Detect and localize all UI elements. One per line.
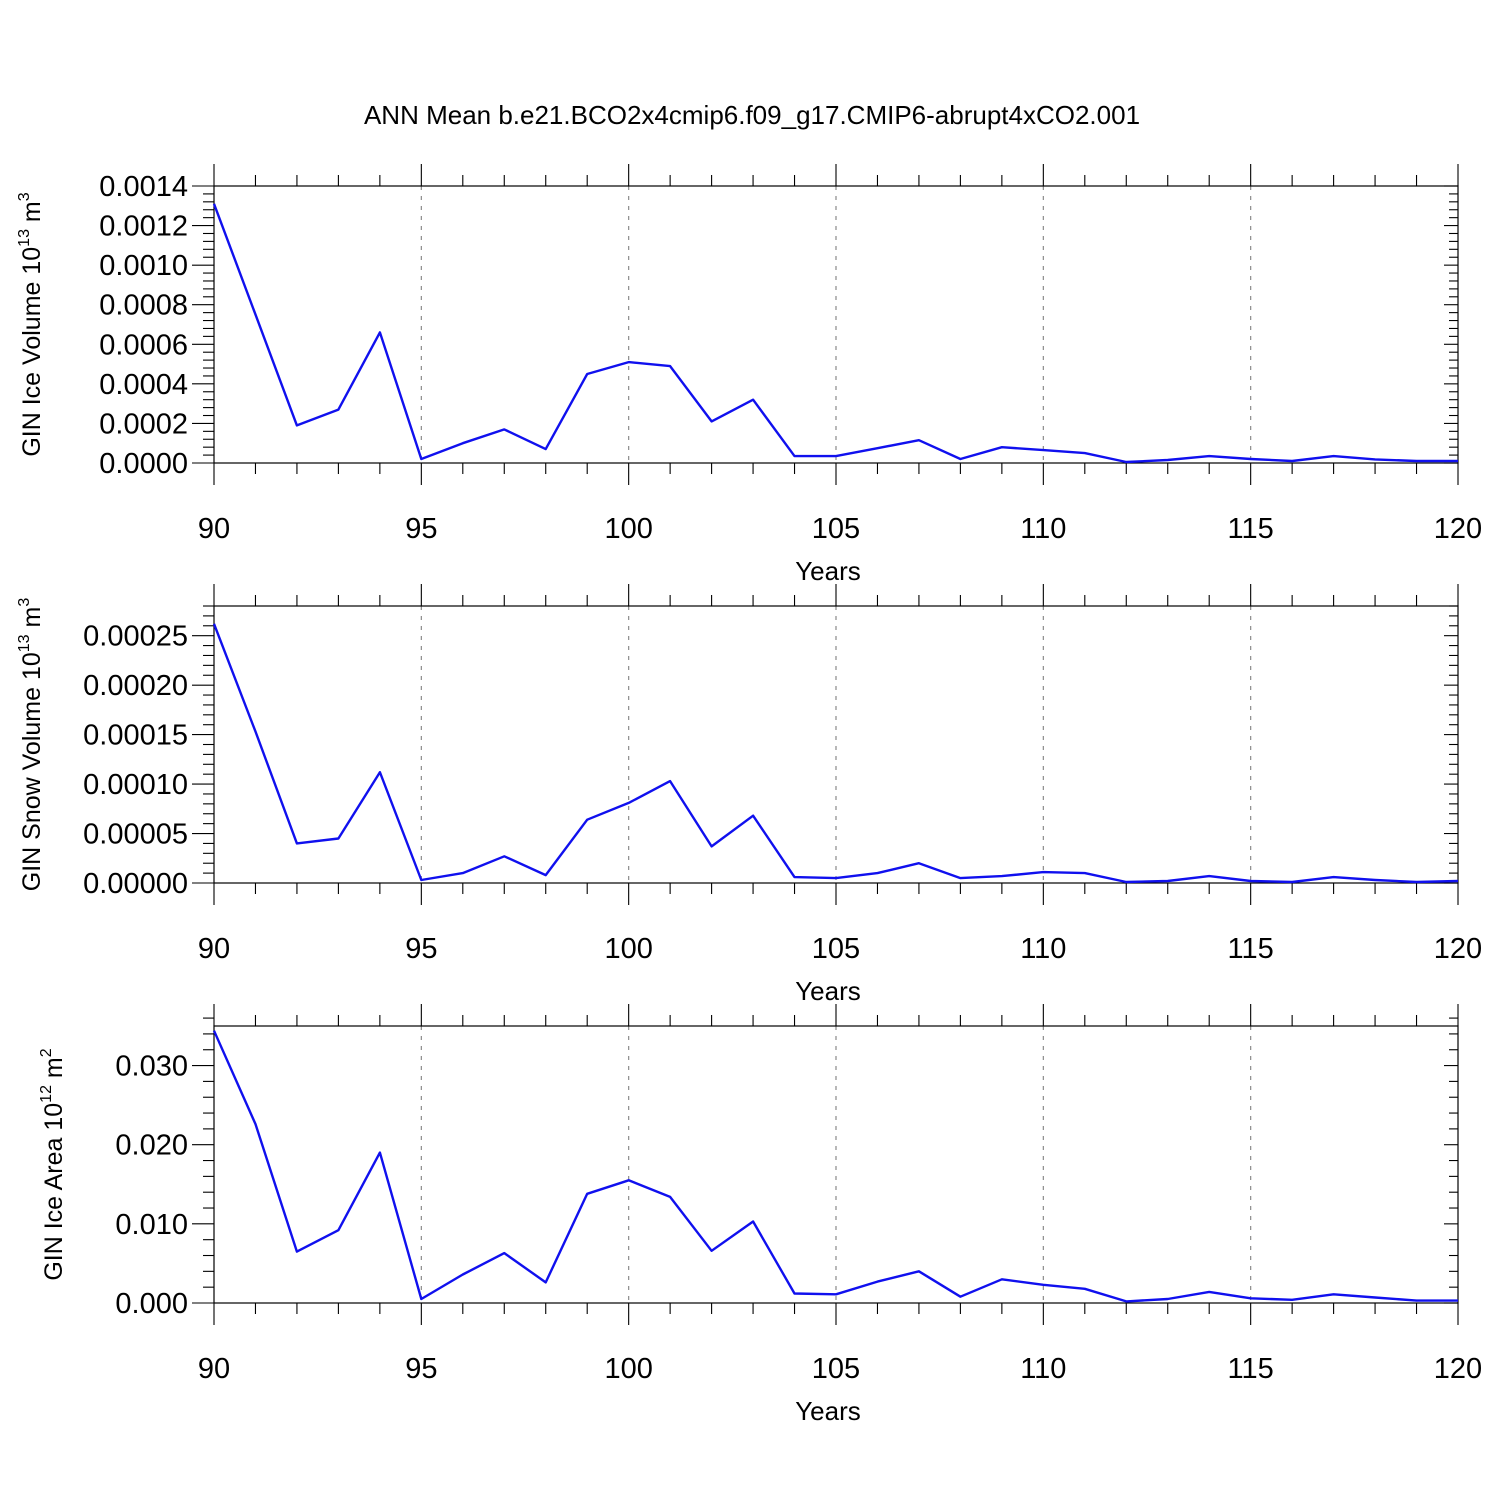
y-tick-label: 0.000 xyxy=(115,1288,188,1320)
panels: 0.0000 0.0002 0.0004 0.0006 0.0008 0.0010 0.00… xyxy=(16,164,1482,1426)
y-tick-label: 0.00010 xyxy=(83,769,188,801)
x-tick-label: 110 xyxy=(1020,1353,1066,1385)
y-tick-label: 0.0000 xyxy=(99,448,188,480)
x-axis-label: Years xyxy=(795,976,861,1006)
x-tick-label: 90 xyxy=(198,513,230,545)
y-tick-label: 0.020 xyxy=(115,1130,188,1162)
y-tick-label: 0.0006 xyxy=(99,329,188,361)
y-tick-label: 0.0008 xyxy=(99,290,188,322)
x-axis-label: Years xyxy=(795,556,861,586)
x-tick-label: 110 xyxy=(1020,513,1066,545)
x-tick-label: 95 xyxy=(405,513,437,545)
x-tick-label: 100 xyxy=(604,1353,652,1385)
y-tick-label: 0.0014 xyxy=(99,171,188,203)
y-tick-label: 0.00025 xyxy=(83,621,188,653)
y-tick-label: 0.00005 xyxy=(83,819,188,851)
x-axis-label: Years xyxy=(795,1396,861,1426)
y-tick-label: 0.00000 xyxy=(83,868,188,900)
y-tick-label: 0.030 xyxy=(115,1051,188,1083)
x-tick-label: 105 xyxy=(812,1353,860,1385)
x-tick-label: 115 xyxy=(1228,513,1274,545)
data-line xyxy=(212,203,1458,464)
x-tick-label: 120 xyxy=(1434,933,1482,965)
y-tick-label: 0.00015 xyxy=(83,720,188,752)
y-tick-label: 0.010 xyxy=(115,1209,188,1241)
x-tick-label: 100 xyxy=(604,933,652,965)
x-tick-label: 90 xyxy=(198,933,230,965)
x-tick-label: 120 xyxy=(1434,513,1482,545)
x-tick-label: 105 xyxy=(812,513,860,545)
x-tick-label: 100 xyxy=(604,513,652,545)
y-tick-label: 0.00020 xyxy=(83,670,188,702)
x-tick-label: 120 xyxy=(1434,1353,1482,1385)
x-tick-label: 95 xyxy=(405,933,437,965)
y-axis-label: GIN Snow Volume 1013 m3 xyxy=(16,598,46,892)
y-axis-label: GIN Ice Area 1012 m2 xyxy=(38,1048,68,1280)
x-tick-label: 105 xyxy=(812,933,860,965)
panel-2: 0.00000 0.00005 0.00010 0.00015 0.00020 0.000… xyxy=(16,584,1482,1006)
y-tick-label: 0.0004 xyxy=(99,369,188,401)
panel-3: 0.000 0.010 0.020 0.030 90 95 100 105 110 115 120 Y… xyxy=(38,1004,1482,1426)
panel-1: 0.0000 0.0002 0.0004 0.0006 0.0008 0.0010 0.00… xyxy=(16,164,1482,586)
figure-title: ANN Mean b.e21.BCO2x4cmip6.f09_g17.CMIP6… xyxy=(364,100,1140,130)
y-tick-label: 0.0002 xyxy=(99,408,188,440)
y-tick-label: 0.0012 xyxy=(99,211,188,243)
x-tick-label: 115 xyxy=(1228,1353,1274,1385)
x-tick-label: 115 xyxy=(1228,933,1274,965)
data-line xyxy=(212,623,1459,884)
x-tick-label: 110 xyxy=(1020,933,1066,965)
y-axis-label: GIN Ice Volume 1013 m3 xyxy=(16,192,46,456)
x-tick-label: 90 xyxy=(198,1353,230,1385)
x-tick-label: 95 xyxy=(405,1353,437,1385)
y-tick-label: 0.0010 xyxy=(99,250,188,282)
